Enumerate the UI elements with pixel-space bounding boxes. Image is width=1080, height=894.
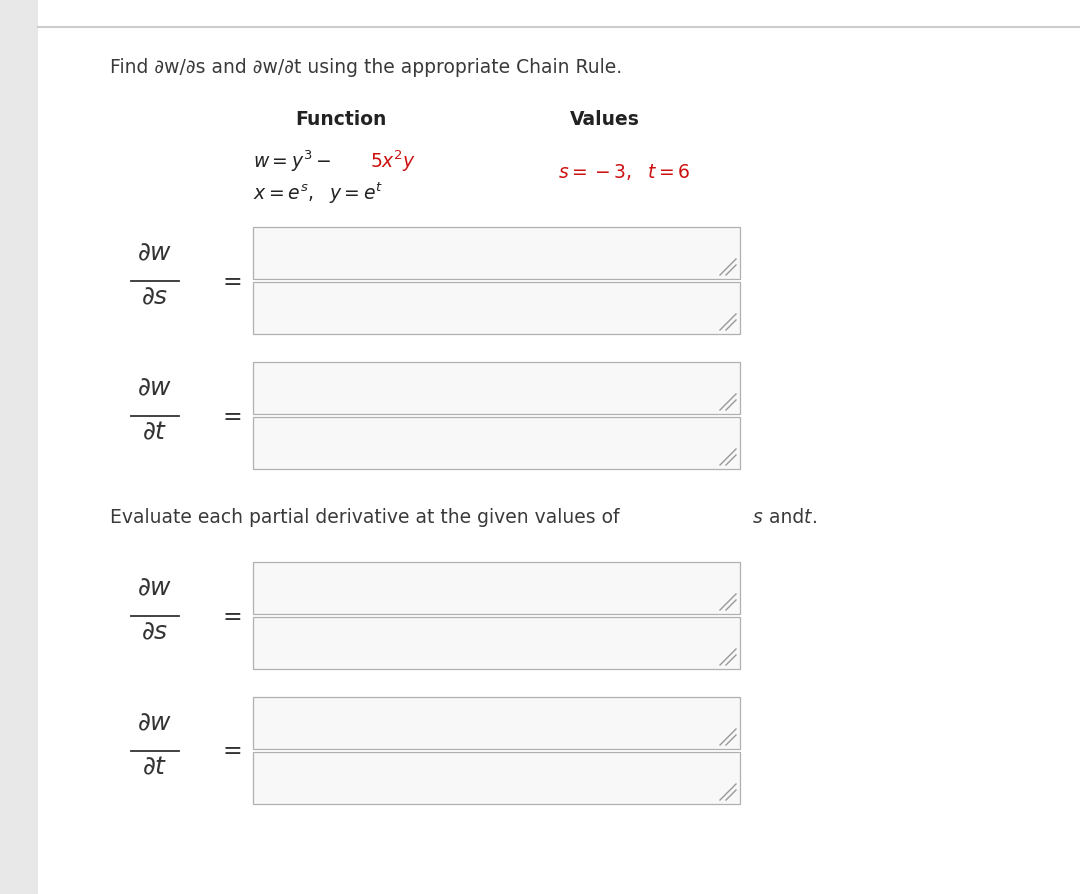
Text: $\partial w$: $\partial w$ — [137, 711, 173, 735]
Text: $x = e^s,\ \ y = e^t$: $x = e^s,\ \ y = e^t$ — [253, 180, 383, 206]
Text: $\partial t$: $\partial t$ — [143, 755, 167, 779]
Text: =: = — [222, 269, 242, 293]
Text: $\partial t$: $\partial t$ — [143, 420, 167, 444]
FancyBboxPatch shape — [0, 0, 38, 894]
Text: $t$: $t$ — [804, 508, 813, 527]
FancyBboxPatch shape — [253, 283, 740, 334]
Text: $\partial w$: $\partial w$ — [137, 241, 173, 266]
Text: =: = — [222, 404, 242, 428]
Text: $w = y^3 - $: $w = y^3 - $ — [253, 148, 332, 173]
FancyBboxPatch shape — [253, 417, 740, 469]
Text: $\partial s$: $\partial s$ — [141, 620, 168, 644]
Text: $s = -3,\ \ t = 6$: $s = -3,\ \ t = 6$ — [558, 162, 690, 181]
FancyBboxPatch shape — [253, 618, 740, 670]
FancyBboxPatch shape — [253, 697, 740, 749]
Text: $\partial w$: $\partial w$ — [137, 376, 173, 400]
Text: $5x^2y$: $5x^2y$ — [370, 148, 416, 173]
Text: =: = — [222, 603, 242, 628]
Text: =: = — [222, 738, 242, 763]
FancyBboxPatch shape — [253, 752, 740, 804]
Text: Find ∂w/∂s and ∂w/∂t using the appropriate Chain Rule.: Find ∂w/∂s and ∂w/∂t using the appropria… — [110, 58, 622, 77]
FancyBboxPatch shape — [253, 228, 740, 280]
Text: $\partial s$: $\partial s$ — [141, 285, 168, 309]
FancyBboxPatch shape — [253, 562, 740, 614]
Text: and: and — [762, 508, 810, 527]
Text: $s$: $s$ — [752, 508, 764, 527]
Text: .: . — [812, 508, 818, 527]
Text: Values: Values — [570, 110, 639, 129]
FancyBboxPatch shape — [253, 363, 740, 415]
Text: $\partial w$: $\partial w$ — [137, 576, 173, 600]
Text: Function: Function — [295, 110, 387, 129]
Text: Evaluate each partial derivative at the given values of: Evaluate each partial derivative at the … — [110, 508, 625, 527]
